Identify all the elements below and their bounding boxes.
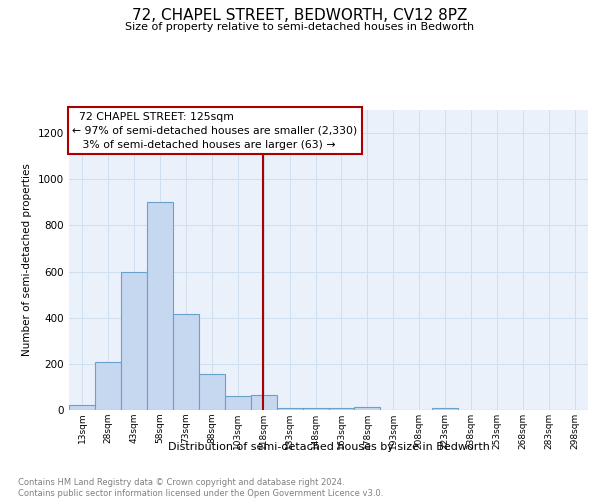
Bar [277,408,302,410]
Bar [199,374,224,410]
Bar [355,407,380,410]
Text: 72 CHAPEL STREET: 125sqm
← 97% of semi-detached houses are smaller (2,330)
   3%: 72 CHAPEL STREET: 125sqm ← 97% of semi-d… [73,112,358,150]
Y-axis label: Number of semi-detached properties: Number of semi-detached properties [22,164,32,356]
Text: Distribution of semi-detached houses by size in Bedworth: Distribution of semi-detached houses by … [168,442,490,452]
Bar [225,396,251,410]
Text: Contains HM Land Registry data © Crown copyright and database right 2024.
Contai: Contains HM Land Registry data © Crown c… [18,478,383,498]
Bar [251,396,277,410]
Bar [173,314,199,410]
Text: 72, CHAPEL STREET, BEDWORTH, CV12 8PZ: 72, CHAPEL STREET, BEDWORTH, CV12 8PZ [133,8,467,22]
Bar [121,272,147,410]
Bar [302,408,329,410]
Bar [95,362,121,410]
Text: Size of property relative to semi-detached houses in Bedworth: Size of property relative to semi-detach… [125,22,475,32]
Bar [329,408,355,410]
Bar [432,408,458,410]
Bar [69,406,95,410]
Bar [147,202,173,410]
